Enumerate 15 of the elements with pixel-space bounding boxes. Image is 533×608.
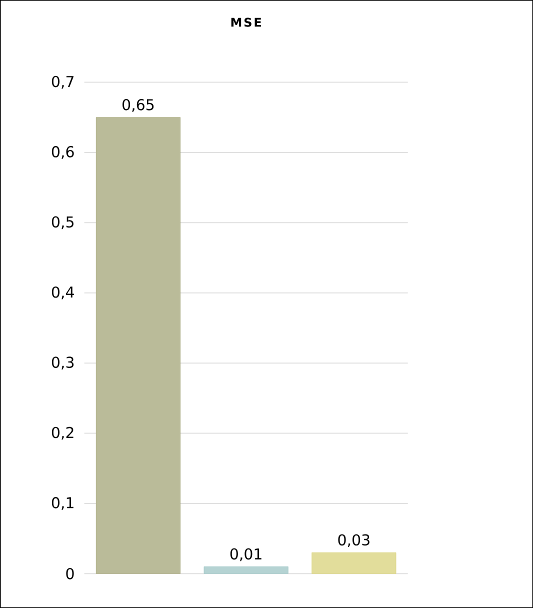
bar [312,552,396,574]
y-tick-label: 0,3 [52,356,74,370]
y-tick-label: 0,5 [52,216,74,230]
y-tick-label: 0,7 [52,76,74,89]
y-tick-label: 0,2 [52,426,74,440]
chart-title: MSE [231,18,261,27]
bar [204,566,288,574]
y-tick-label: 0,1 [52,497,74,510]
data-label: 0,03 [338,534,370,548]
bar [96,117,180,574]
data-label: 0,01 [230,548,262,562]
y-tick-label: 0,4 [52,286,74,300]
y-tick-label: 0 [66,568,74,580]
y-tick-label: 0,6 [52,146,74,159]
data-label: 0,65 [122,99,154,112]
